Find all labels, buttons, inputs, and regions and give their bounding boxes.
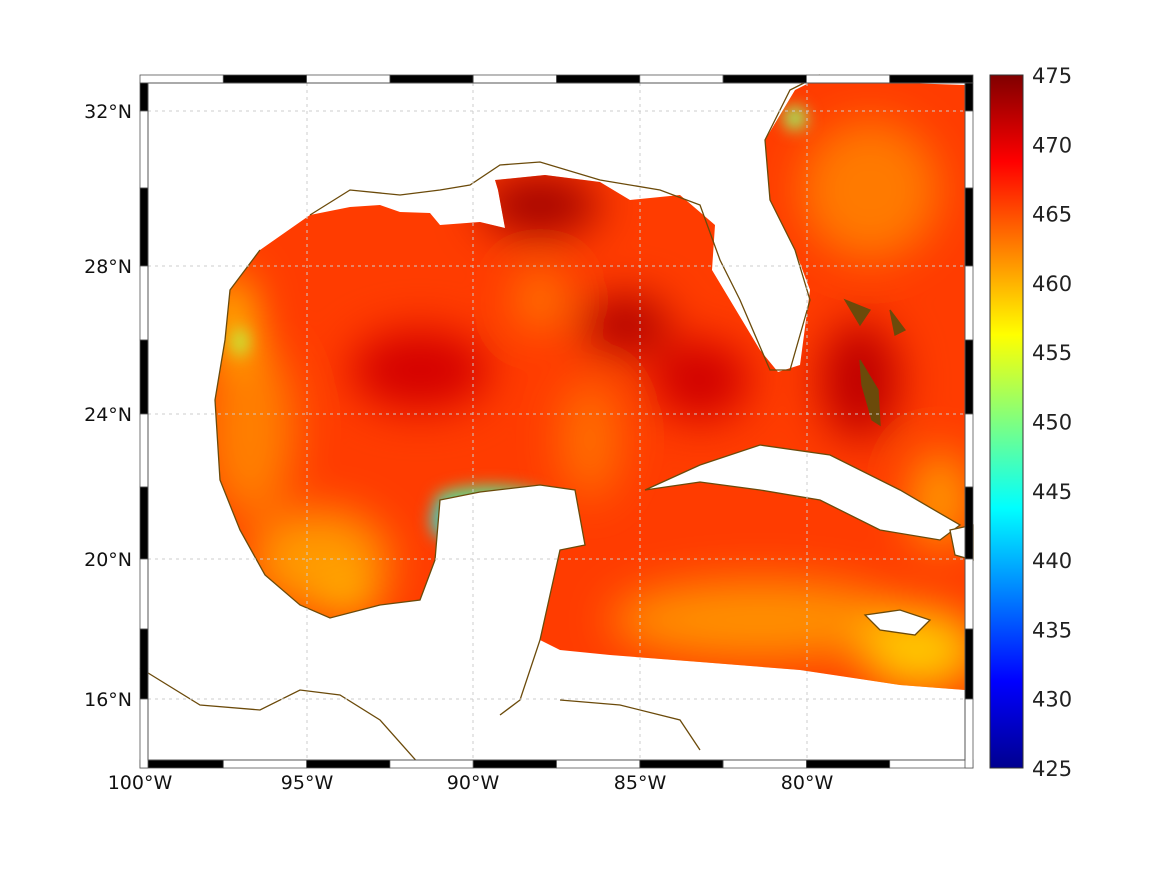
frame-segment-bottom [639,759,724,769]
colorbar-tick-label: 465 [1032,203,1072,227]
frame-segment-left [139,698,149,769]
frame-segment-left [139,187,149,267]
us-gulf-coast [309,74,821,371]
map-frame [139,74,974,769]
y-tick-label: 16°N [84,689,132,711]
frame-segment-right [964,486,974,560]
central-america-coast [139,667,701,766]
y-tick-label: 24°N [84,404,132,426]
frame-segment-top [139,74,224,84]
frame-segment-bottom [722,759,807,769]
frame-segment-left [139,82,149,112]
frame-segment-left [139,558,149,630]
colorbar-tick-label: 425 [1032,757,1072,781]
frame-segment-top [472,74,557,84]
frame-segment-top [806,74,891,84]
frame-segment-bottom [472,759,557,769]
frame-segment-right [964,265,974,341]
colorbar [989,74,1024,769]
frame-segment-bottom [556,759,641,769]
colorbar-tick-label: 440 [1032,549,1072,573]
bahamas-land [843,298,906,427]
y-tick-label: 28°N [84,256,132,278]
frame-segment-top [889,74,974,84]
colorbar-tick-label: 470 [1032,133,1072,157]
colorbar-tick-label: 450 [1032,411,1072,435]
colorbar-tick-label: 435 [1032,618,1072,642]
frame-segment-bottom [389,759,474,769]
sst-field [215,80,965,690]
x-tick-label: 80°W [781,772,834,794]
colorbar-tick-label: 430 [1032,688,1072,712]
frame-segment-right [964,628,974,700]
colorbar-tick-label: 455 [1032,341,1072,365]
frame-segment-bottom [889,759,974,769]
x-tick-label: 85°W [614,772,667,794]
x-tick-label: 100°W [108,772,173,794]
frame-segment-top [389,74,474,84]
frame-segment-bottom [139,759,224,769]
frame-segment-top [639,74,724,84]
frame-segment-right [964,413,974,488]
frame-segment-right [964,82,974,112]
graticule [148,83,965,760]
frame-segment-left [139,265,149,341]
frame-segment-right [964,698,974,769]
frame-segment-top [722,74,807,84]
coastlines [139,74,974,766]
frame-segment-bottom [222,759,308,769]
colorbar-tick-label: 445 [1032,480,1072,504]
y-tick-label: 32°N [84,101,132,123]
frame-segment-right [964,187,974,267]
x-tick-label: 90°W [447,772,500,794]
frame-segment-bottom [306,759,391,769]
frame-segment-bottom [806,759,891,769]
frame-segment-right [964,558,974,630]
frame-segment-left [139,486,149,560]
frame-segment-top [222,74,308,84]
mexico-coast [214,249,586,716]
frame-segment-left [139,628,149,700]
x-tick-label: 95°W [281,772,334,794]
x-tick-labels: 100°W 95°W 90°W 85°W 80°W [108,772,834,794]
y-tick-label: 20°N [84,549,132,571]
frame-segment-top [306,74,391,84]
frame-segment-left [139,413,149,488]
y-tick-labels: 32°N 28°N 24°N 20°N 16°N [84,101,132,711]
jamaica-land [863,609,932,636]
frame-segment-left [139,339,149,415]
frame-segment-right [964,339,974,415]
colorbar-tick-label: 475 [1032,64,1072,88]
colorbar-tick-labels: 475 470 465 460 455 450 445 440 435 430 425 [1032,64,1072,781]
colorbar-tick-label: 460 [1032,272,1072,296]
frame-segment-left [139,110,149,189]
frame-segment-top [556,74,641,84]
frame-segment-right [964,110,974,189]
